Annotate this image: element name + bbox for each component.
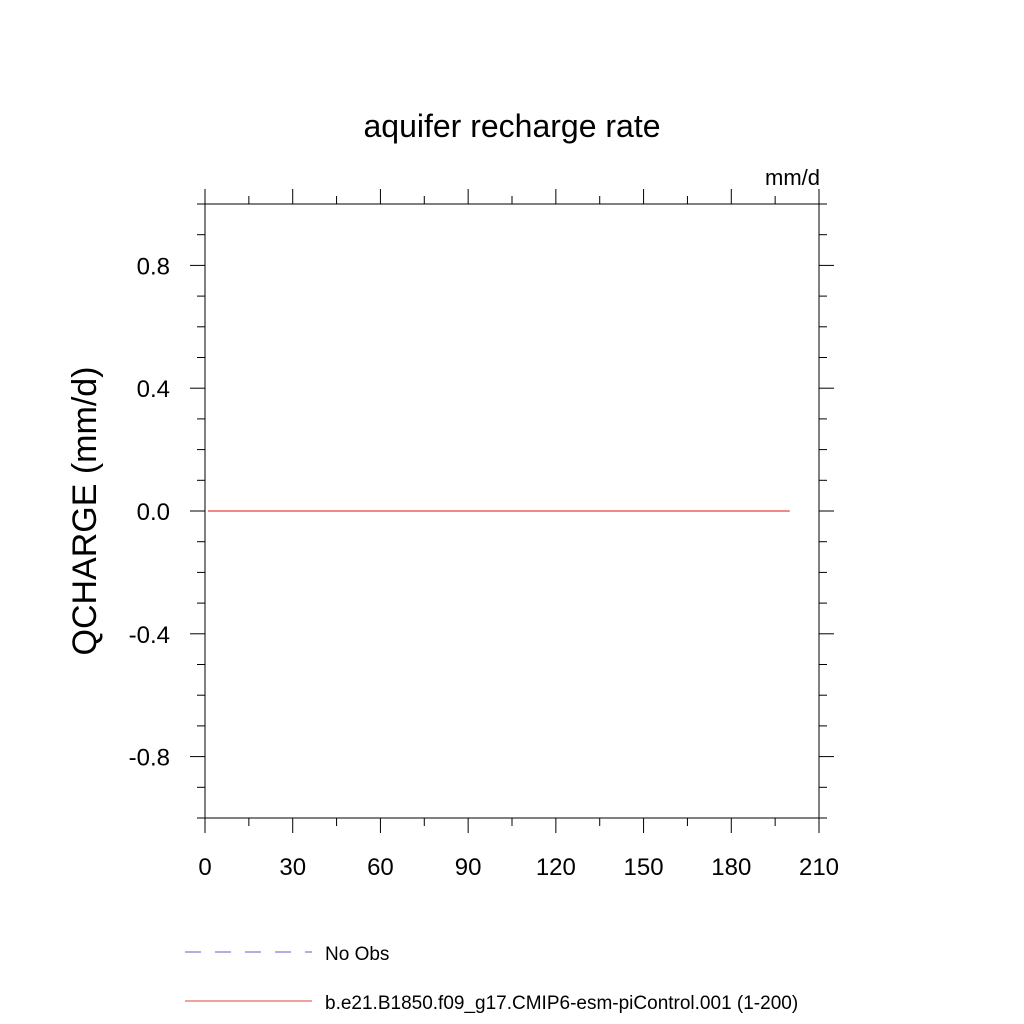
x-tick-label: 150: [624, 854, 664, 881]
legend-label: b.e21.B1850.f09_g17.CMIP6-esm-piControl.…: [325, 993, 798, 1014]
y-tick-label: 0.4: [137, 376, 170, 403]
x-tick-label: 60: [367, 854, 394, 881]
y-tick-label: 0.8: [137, 253, 170, 280]
y-tick-label: -0.8: [129, 745, 170, 772]
x-tick-label: 90: [455, 854, 482, 881]
chart-title: aquifer recharge rate: [363, 108, 660, 144]
y-tick-label: -0.4: [129, 622, 170, 649]
x-tick-label: 120: [536, 854, 576, 881]
x-tick-label: 210: [799, 854, 839, 881]
y-tick-label: 0.0: [137, 499, 170, 526]
legend-label: No Obs: [325, 944, 389, 965]
units-label: mm/d: [765, 165, 820, 190]
x-tick-label: 30: [279, 854, 306, 881]
legend: No Obs b.e21.B1850.f09_g17.CMIP6-esm-piCo…: [185, 944, 798, 1014]
x-tick-label: 180: [711, 854, 751, 881]
x-tick-label: 0: [198, 854, 211, 881]
y-axis-label: QCHARGE (mm/d): [66, 367, 104, 656]
axis-ticks: 0 30 60 90 120 150 180 210 -0.8 -0.4 0.0 0.4 0.8: [129, 189, 839, 881]
